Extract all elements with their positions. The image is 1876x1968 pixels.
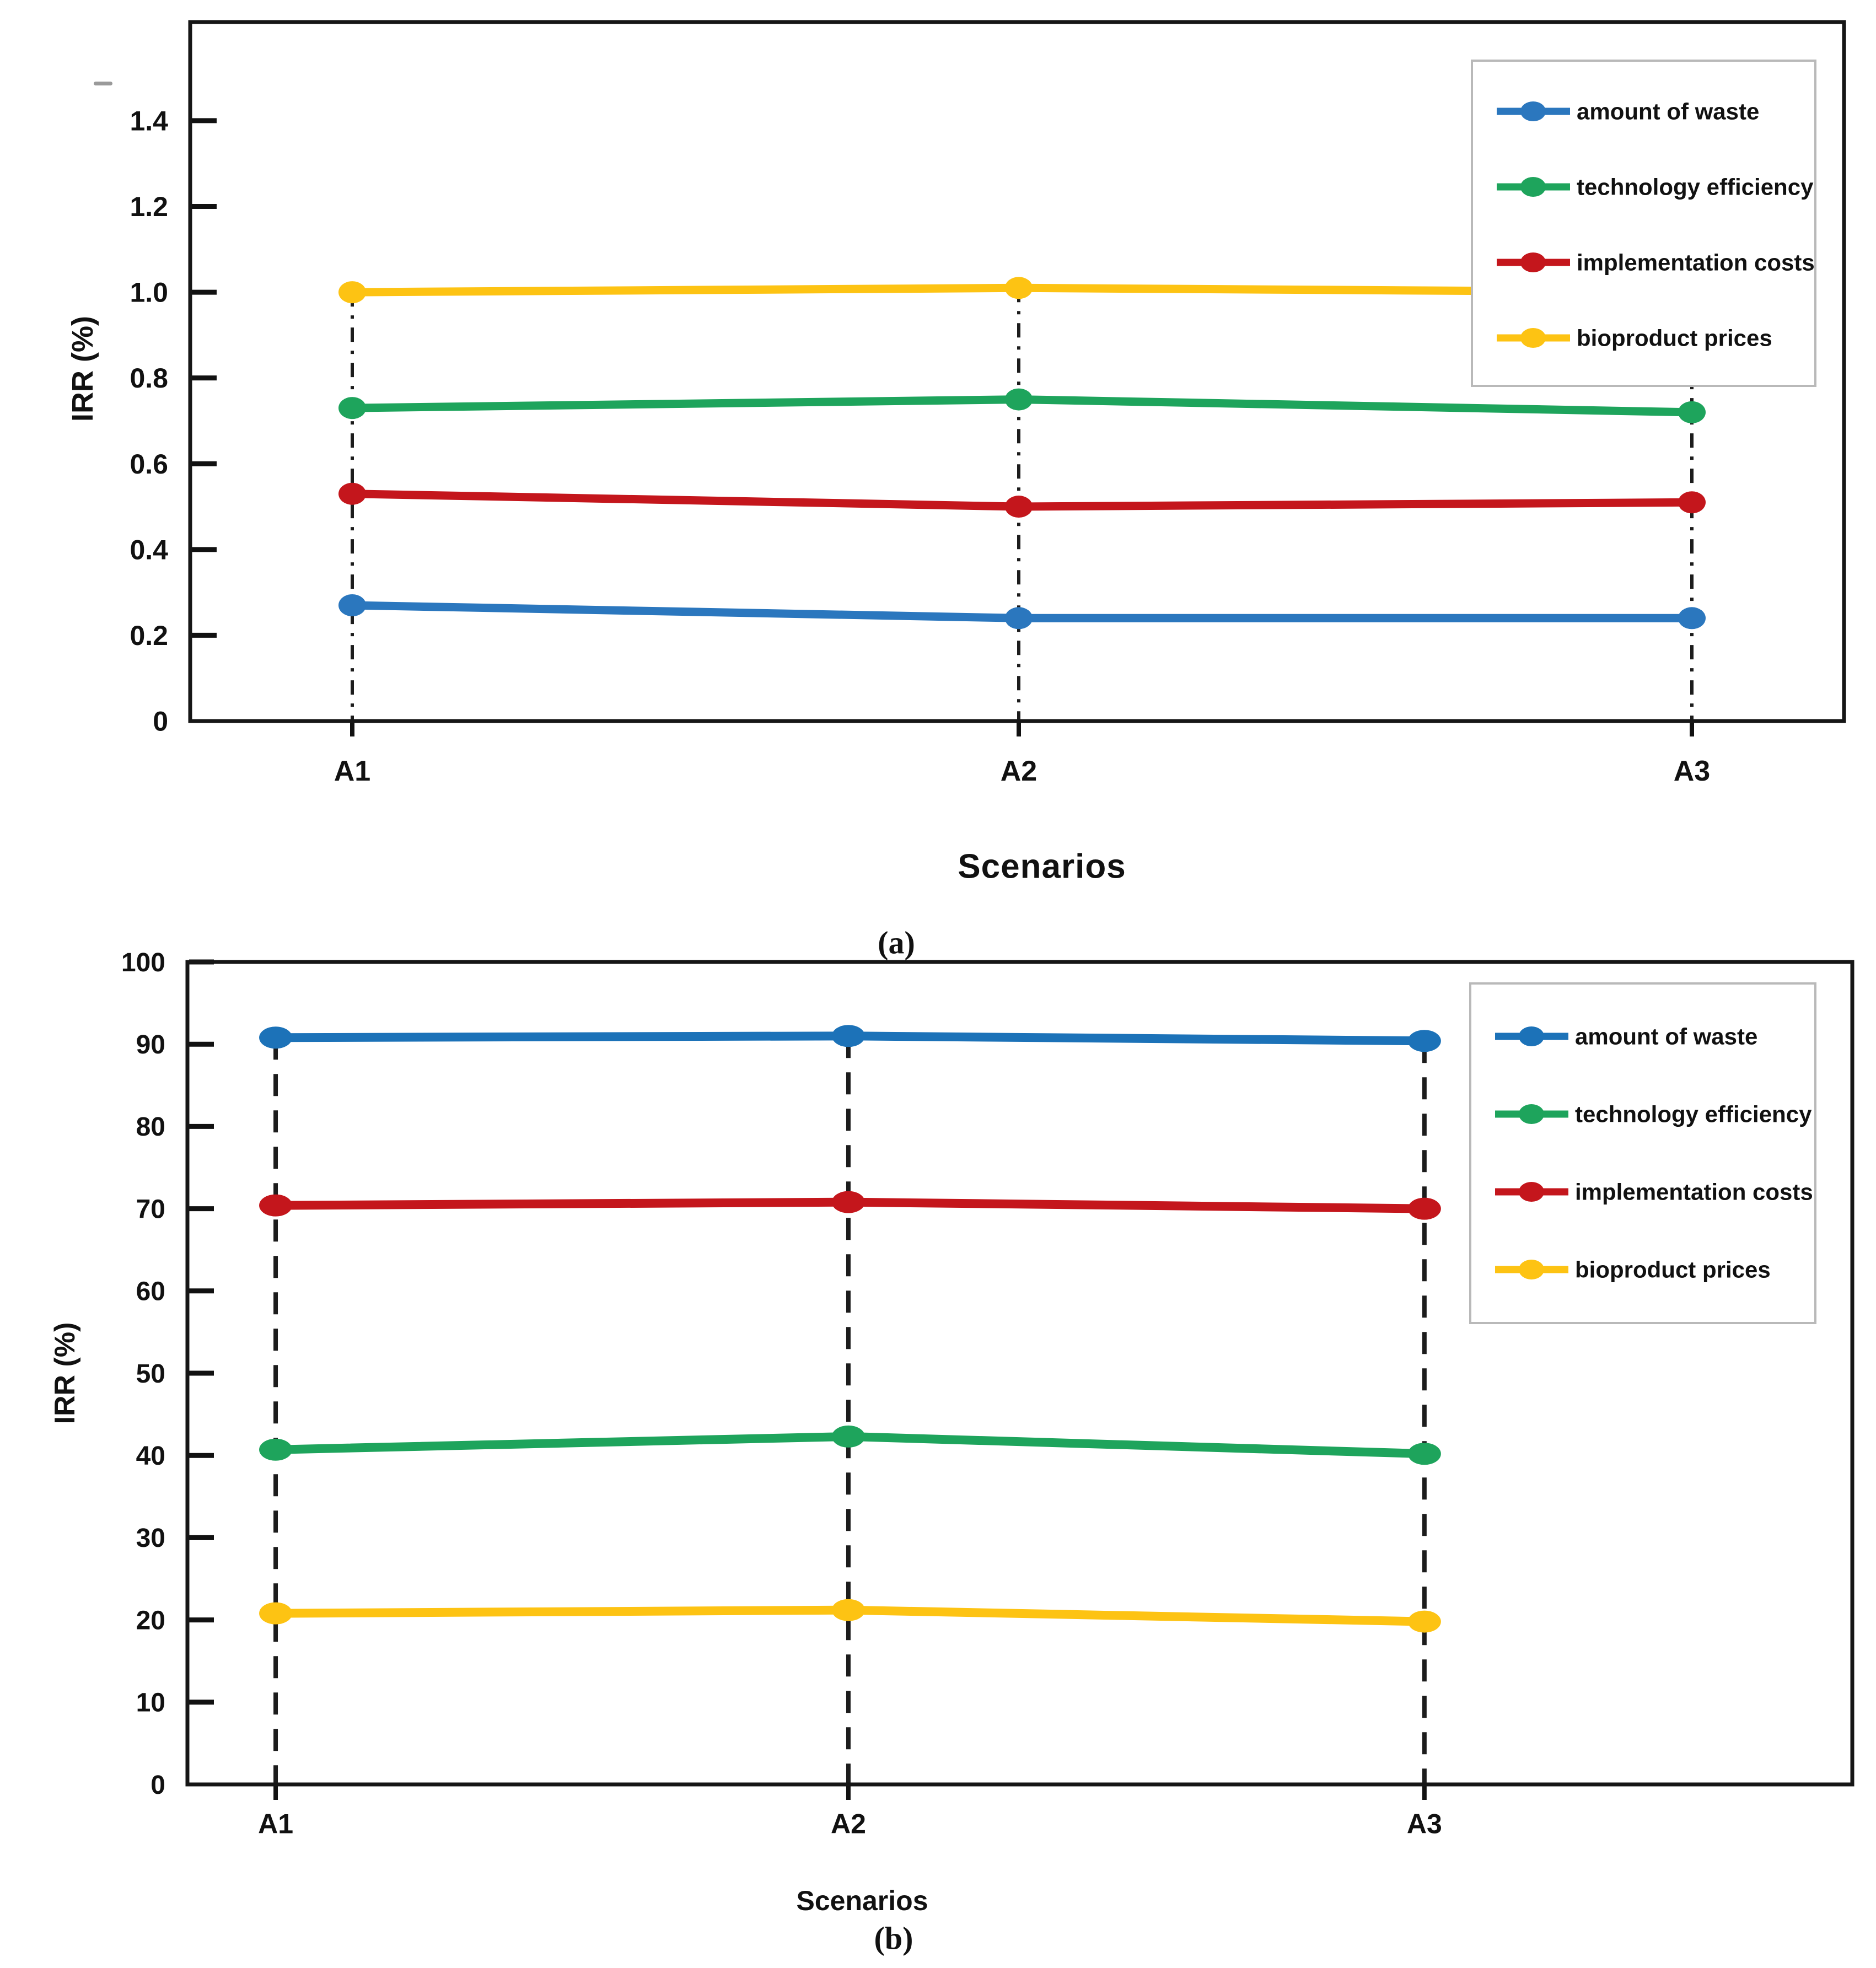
plot-border	[185, 960, 1855, 1787]
legend-swatch-marker	[1519, 1026, 1544, 1046]
data-point-implementation-costs-A3	[1678, 491, 1706, 514]
x-category-label: A2	[831, 1809, 866, 1840]
data-point-technology-efficiency-A1	[259, 1438, 293, 1461]
chart-b: A1 A2 A3 0 10 20 30 40 50 60 70 80 90 100 amount of wa…	[121, 948, 1855, 1840]
data-point-technology-efficiency-A2	[831, 1425, 865, 1448]
y-tick-label: 30	[136, 1524, 165, 1553]
data-point-technology-efficiency-A1	[338, 397, 366, 420]
x-category-label: A1	[258, 1809, 293, 1840]
chart-a-caption: (a)	[878, 924, 915, 961]
data-point-technology-efficiency-A2	[1005, 388, 1033, 411]
legend-swatch-marker	[1520, 252, 1546, 272]
data-point-amount-of-waste-A3	[1678, 607, 1706, 630]
data-point-implementation-costs-A3	[1407, 1197, 1441, 1220]
y-tick-label: 0.8	[130, 363, 168, 394]
y-tick-label: 90	[136, 1030, 165, 1060]
y-tick-label: 80	[136, 1112, 165, 1142]
data-point-bioproduct-prices-A2	[1005, 277, 1033, 299]
x-category-label: A3	[1407, 1809, 1442, 1840]
data-point-bioproduct-prices-A3	[1407, 1610, 1441, 1633]
data-point-bioproduct-prices-A1	[338, 281, 366, 304]
data-point-amount-of-waste-A2	[831, 1025, 865, 1047]
y-tick-label: 60	[136, 1277, 165, 1306]
legend-label: amount of waste	[1575, 1024, 1757, 1050]
data-point-amount-of-waste-A3	[1407, 1030, 1441, 1052]
y-tick-label: 40	[136, 1442, 165, 1471]
chart-a: A1 A2 A3 0 0.2 0.4 0.6 0.8 1.0 1.2 1.4 amount of wa…	[130, 20, 1846, 787]
data-point-implementation-costs-A1	[259, 1194, 293, 1217]
legend-swatch-marker	[1520, 177, 1546, 197]
data-point-amount-of-waste-A1	[338, 594, 366, 616]
y-tick-label: 70	[136, 1195, 165, 1224]
legend-label: implementation costs	[1575, 1179, 1813, 1205]
chart-b-y-axis-title: IRR (%)	[49, 1322, 81, 1424]
y-tick-label: 0.6	[130, 449, 168, 480]
data-point-amount-of-waste-A1	[259, 1026, 293, 1049]
scan-artifact-mark	[94, 82, 112, 85]
data-point-technology-efficiency-A3	[1678, 401, 1706, 423]
y-tick-label: 1.0	[130, 277, 168, 308]
y-tick-label: 0	[150, 1771, 165, 1800]
y-tick-label: 0	[153, 706, 168, 737]
legend-swatch-marker	[1519, 1104, 1544, 1124]
chart-a-y-axis-title: IRR (%)	[66, 316, 99, 422]
legend-label: implementation costs	[1577, 250, 1815, 276]
legend-label: technology efficiency	[1575, 1101, 1812, 1127]
y-tick-label: 50	[136, 1359, 165, 1389]
legend-swatch-marker	[1520, 101, 1546, 121]
legend-swatch-marker	[1520, 328, 1546, 348]
y-tick-label: 0.4	[130, 534, 168, 565]
legend-swatch-marker	[1519, 1260, 1544, 1279]
y-tick-label: 20	[136, 1606, 165, 1635]
x-category-label: A3	[1674, 755, 1710, 787]
data-point-amount-of-waste-A2	[1005, 607, 1033, 630]
data-point-bioproduct-prices-A2	[831, 1599, 865, 1621]
legend-label: technology efficiency	[1577, 174, 1814, 200]
legend-label: amount of waste	[1577, 99, 1759, 125]
legend-label: bioproduct prices	[1575, 1257, 1771, 1283]
y-tick-label: 10	[136, 1689, 165, 1718]
chart-b-caption: (b)	[874, 1920, 913, 1956]
x-category-label: A2	[1001, 755, 1037, 787]
chart-a-x-axis-title: Scenarios	[958, 847, 1126, 886]
y-tick-label: 0.2	[130, 620, 168, 651]
y-tick-label: 1.2	[130, 191, 168, 222]
y-tick-label: 1.4	[130, 105, 168, 136]
data-point-implementation-costs-A2	[1005, 496, 1033, 518]
legend-swatch-marker	[1519, 1182, 1544, 1202]
data-point-technology-efficiency-A3	[1407, 1443, 1441, 1465]
data-point-implementation-costs-A1	[338, 482, 366, 505]
data-point-implementation-costs-A2	[831, 1191, 865, 1213]
y-tick-label: 100	[121, 948, 165, 977]
legend-label: bioproduct prices	[1577, 325, 1772, 351]
chart-b-x-axis-title: Scenarios	[796, 1885, 928, 1916]
data-point-bioproduct-prices-A1	[259, 1602, 293, 1625]
plot-border	[188, 20, 1846, 723]
x-category-label: A1	[334, 755, 370, 787]
